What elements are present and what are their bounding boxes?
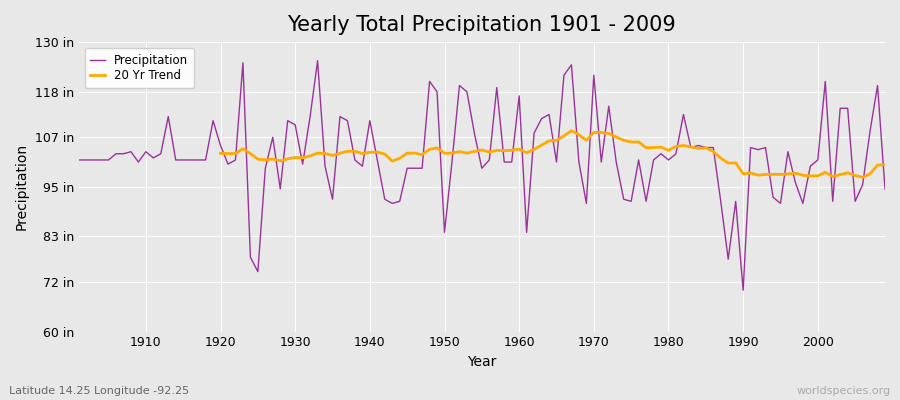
Precipitation — [879, 186, 890, 191]
20 Yr Trend — [775, 172, 786, 177]
Line: 20 Yr Trend: 20 Yr Trend — [220, 131, 885, 177]
X-axis label: Year: Year — [467, 355, 497, 369]
Precipitation — [133, 160, 144, 164]
Y-axis label: Precipitation: Precipitation — [15, 143, 29, 230]
20 Yr Trend — [305, 154, 316, 158]
Text: Latitude 14.25 Longitude -92.25: Latitude 14.25 Longitude -92.25 — [9, 386, 189, 396]
Legend: Precipitation, 20 Yr Trend: Precipitation, 20 Yr Trend — [85, 48, 194, 88]
20 Yr Trend — [790, 171, 801, 176]
20 Yr Trend — [879, 162, 890, 167]
Precipitation — [521, 230, 532, 235]
Precipitation — [514, 94, 525, 98]
20 Yr Trend — [686, 144, 697, 149]
Precipitation — [312, 58, 323, 63]
20 Yr Trend — [857, 175, 868, 180]
20 Yr Trend — [865, 172, 876, 176]
Precipitation — [738, 288, 749, 293]
20 Yr Trend — [215, 151, 226, 156]
Text: worldspecies.org: worldspecies.org — [796, 386, 891, 396]
Precipitation — [297, 162, 308, 166]
Precipitation — [349, 158, 360, 162]
Title: Yearly Total Precipitation 1901 - 2009: Yearly Total Precipitation 1901 - 2009 — [287, 15, 676, 35]
Precipitation — [611, 160, 622, 164]
Line: Precipitation: Precipitation — [78, 61, 885, 290]
20 Yr Trend — [566, 128, 577, 133]
20 Yr Trend — [417, 152, 428, 157]
Precipitation — [73, 158, 84, 162]
